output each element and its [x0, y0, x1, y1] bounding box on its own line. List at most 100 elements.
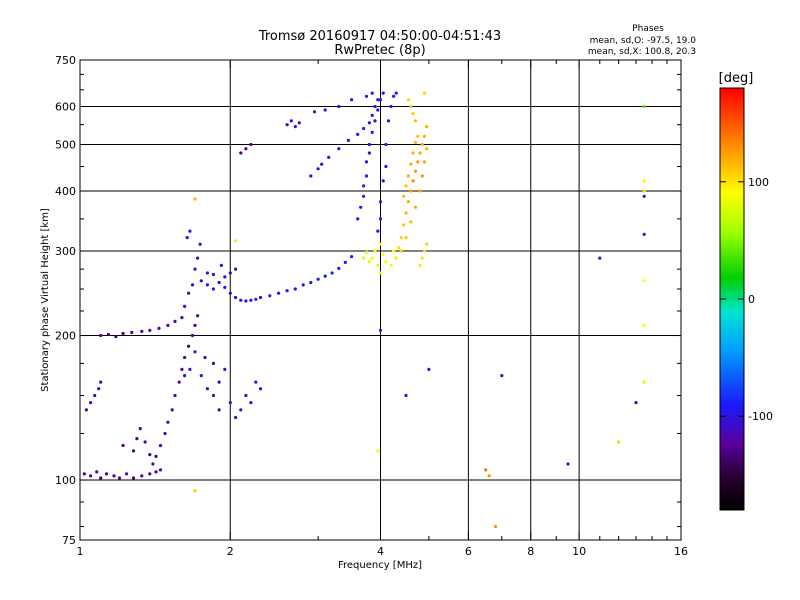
data-point: [285, 123, 289, 127]
data-point: [500, 374, 504, 378]
data-point: [143, 440, 147, 444]
data-point: [327, 155, 331, 159]
phases-line-o: mean, sd,O: -97.5, 19.0: [590, 36, 697, 46]
data-point: [301, 283, 305, 287]
data-point: [154, 470, 158, 474]
data-point: [89, 401, 93, 405]
data-point: [157, 326, 161, 330]
data-point: [199, 279, 203, 283]
y-tick-label: 500: [55, 139, 76, 152]
data-point: [293, 287, 297, 291]
data-point: [316, 277, 320, 281]
data-point: [234, 239, 238, 243]
data-point: [244, 393, 248, 398]
data-point: [268, 294, 272, 298]
data-point: [350, 255, 354, 259]
data-point: [151, 462, 155, 466]
data-point: [370, 113, 374, 117]
data-point: [106, 332, 110, 337]
data-point: [642, 104, 646, 109]
data-point: [337, 266, 341, 270]
data-point: [219, 263, 223, 267]
data-point: [323, 108, 327, 112]
x-tick-label: 2: [227, 545, 234, 558]
x-tick-label: 10: [572, 545, 586, 558]
data-point: [362, 256, 366, 260]
data-point: [112, 474, 116, 478]
data-point: [148, 472, 152, 476]
data-point: [193, 323, 197, 327]
x-tick-label: 8: [527, 545, 534, 558]
grid-lines: [80, 60, 681, 540]
data-point: [193, 267, 197, 271]
data-point: [418, 151, 422, 155]
data-point: [183, 355, 187, 360]
data-point: [196, 314, 200, 318]
data-point: [337, 104, 341, 109]
data-point: [409, 220, 413, 224]
data-point: [185, 236, 189, 240]
data-point: [370, 130, 374, 134]
data-point: [634, 401, 638, 405]
data-point: [406, 98, 410, 102]
data-point: [416, 160, 420, 164]
data-point: [211, 361, 215, 365]
data-point: [320, 162, 324, 166]
data-point: [420, 142, 424, 147]
x-tick-label: 4: [377, 545, 384, 558]
data-point: [384, 142, 388, 147]
data-point: [413, 205, 418, 209]
data-point: [406, 200, 410, 204]
data-point: [196, 256, 200, 260]
data-point: [93, 393, 97, 398]
y-tick-label: 200: [55, 330, 76, 343]
data-point: [312, 110, 317, 114]
data-point: [362, 184, 366, 188]
data-points: [82, 91, 646, 529]
data-point: [131, 449, 136, 453]
data-point: [642, 189, 646, 193]
data-point: [254, 380, 258, 384]
data-point: [316, 167, 320, 171]
data-point: [228, 271, 232, 275]
data-point: [163, 431, 167, 436]
data-point: [187, 344, 191, 348]
data-point: [258, 387, 263, 391]
data-point: [258, 295, 263, 300]
data-point: [254, 297, 258, 301]
colorbar-tick-label: 100: [748, 176, 769, 189]
data-point: [223, 285, 227, 289]
data-point: [422, 91, 427, 95]
data-point: [418, 189, 422, 193]
data-point: [285, 289, 289, 293]
data-point: [158, 468, 163, 472]
data-point: [378, 271, 383, 275]
phases-line-x: mean, sd,X: 100.8, 20.3: [588, 47, 696, 57]
data-point: [404, 236, 408, 240]
data-point: [617, 440, 621, 444]
data-point: [367, 260, 371, 264]
data-point: [180, 316, 184, 320]
phases-title: Phases: [632, 24, 664, 34]
data-point: [376, 229, 380, 233]
data-point: [381, 179, 385, 183]
data-point: [493, 524, 498, 529]
axis-ticks: 1 2 4 6 8 10 16 75 100 200 300 400 500 600 750: [55, 54, 688, 558]
y-axis-label: Stationary phase Virtual Height [km]: [40, 208, 51, 392]
data-point: [362, 194, 366, 198]
data-point: [193, 350, 197, 354]
data-point: [422, 249, 427, 253]
data-point: [148, 328, 152, 332]
data-point: [356, 217, 360, 221]
data-point: [356, 132, 360, 136]
data-point: [422, 160, 427, 164]
data-point: [406, 174, 410, 178]
data-point: [376, 449, 380, 453]
data-point: [397, 246, 401, 250]
colorbar-ticks: 100 0 -100: [720, 176, 773, 423]
chart-subtitle: RwPretec (8p): [334, 43, 425, 58]
data-point: [378, 242, 383, 246]
data-point: [217, 380, 221, 384]
data-point: [642, 380, 646, 384]
data-point: [425, 242, 429, 246]
